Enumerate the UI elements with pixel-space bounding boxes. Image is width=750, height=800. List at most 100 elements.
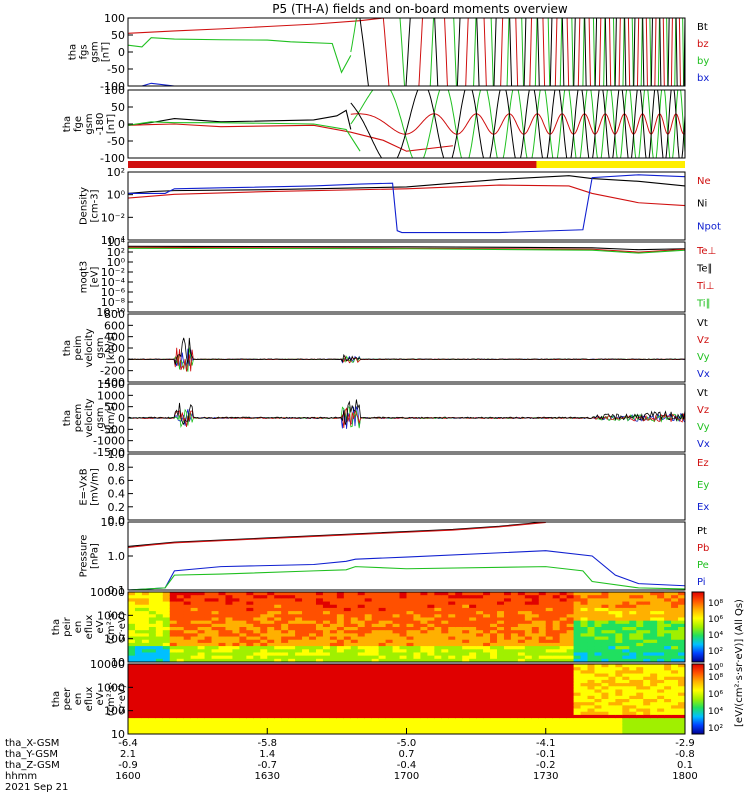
ylabel-peer: (cm²·s·	[106, 682, 117, 717]
ytick-label-efield: 0.4	[108, 488, 126, 501]
frame-fge	[127, 89, 686, 159]
ytick-label-temp: 10⁰	[107, 256, 126, 269]
ylabel-temp: moqt3	[79, 261, 90, 294]
legend-temp: Ti⊥	[696, 281, 714, 292]
series-pressure-Pt	[128, 522, 546, 547]
ylabel-peir: tha	[51, 619, 62, 635]
ylabel-efield: [mV/m]	[90, 468, 101, 506]
ylabel-fge: -180	[95, 113, 106, 136]
ylabel-density: [cm-3]	[90, 189, 101, 222]
oscillation-fgs-2	[359, 18, 685, 86]
series-temp-Te	[128, 246, 685, 253]
legend-pressure: Pb	[697, 543, 709, 554]
ytick-label-pressure: 1.0	[108, 550, 126, 563]
ytick-label-fgs: 50	[111, 29, 125, 42]
ytick-label-peim: 800	[104, 308, 125, 321]
x-axis-value: -0.7	[257, 760, 277, 771]
x-axis-value: -4.1	[536, 738, 556, 749]
ytick-label-peem: -500	[100, 423, 125, 436]
ytick-label-density: 10⁰	[107, 189, 126, 202]
ytick-label-temp: 10²	[107, 246, 125, 259]
ytick-label-peim: 600	[104, 319, 125, 332]
series-fgs-bz	[128, 18, 407, 34]
velocity-peem-3	[128, 399, 685, 426]
ylabel-pressure: [nPa]	[90, 543, 101, 569]
ylabel-fgs: gsm	[90, 41, 101, 62]
x-axis-value: 1.4	[259, 749, 275, 760]
ylabel-peer: eflux	[84, 687, 95, 712]
ytick-label-peem: 500	[104, 401, 125, 414]
colorbar-tick: 10⁸	[708, 673, 723, 683]
x-axis-value: -5.8	[257, 738, 277, 749]
series-fge-bz	[128, 123, 453, 152]
legend-temp: Te⊥	[696, 246, 716, 257]
ylabel-temp: [eV]	[90, 267, 101, 288]
ytick-label-efield: 0.0	[108, 514, 126, 527]
ylabel-density: Density	[79, 187, 90, 225]
ytick-label-peer: 1000	[97, 681, 125, 694]
frame-temp	[127, 241, 686, 313]
series-temp-Tip	[128, 247, 685, 254]
ylabel-fgs: fgs	[79, 44, 90, 59]
plot-title: P5 (TH-A) fields and on-board moments ov…	[272, 2, 568, 16]
legend-pressure: Pe	[697, 560, 709, 571]
ytick-label-efield: 0.2	[108, 501, 126, 514]
ytick-label-temp: 10⁻²	[101, 266, 125, 279]
ytick-label-peem: -1500	[93, 446, 125, 459]
legend-peem: Vy	[697, 422, 710, 433]
colorbar-tick: 10⁰	[708, 663, 723, 673]
ylabel-peir: eV	[95, 620, 106, 633]
ylabel-peer: sr·eV)	[117, 684, 128, 713]
ytick-label-density: 10⁻²	[101, 211, 125, 224]
series-pressure-Pi	[128, 550, 685, 590]
ylabel-peim: peim	[73, 335, 84, 360]
x-axis: tha_X-GSM -6.4 -5.8 -5.0 -4.1 -2.9 tha_Y-GSM 2.…	[5, 728, 698, 793]
colorbar-tick: 10⁴	[708, 707, 723, 717]
x-axis-value: 1700	[394, 771, 419, 782]
colorbar-tick: 10²	[708, 647, 723, 657]
legend-peim: Vx	[697, 369, 710, 380]
x-axis-value: -0.1	[536, 749, 556, 760]
legend-fgs: bz	[697, 39, 709, 50]
oscillation-fgs-1	[382, 18, 681, 86]
legend-fgs: bx	[697, 73, 709, 84]
ytick-label-fgs: -100	[100, 80, 125, 93]
ytick-label-peim: -400	[100, 376, 125, 389]
x-axis-value: -0.9	[118, 760, 138, 771]
ylabel-peim: velocity	[84, 328, 95, 367]
colorbar-tick: 10⁶	[708, 615, 723, 625]
x-axis-value: 1630	[255, 771, 280, 782]
legend-peem: Vz	[697, 405, 709, 416]
series-density-Ni	[128, 175, 685, 194]
ylabel-peem: tha	[62, 410, 73, 426]
x-axis-value: -0.4	[397, 760, 417, 771]
legend-efield: Ez	[697, 458, 709, 469]
mode-bar-yellow	[536, 161, 685, 168]
ylabel-pressure: Pressure	[79, 535, 90, 578]
ylabel-peir: en	[73, 621, 84, 634]
series-pressure-Pe	[128, 566, 685, 590]
x-axis-row-label: tha_Y-GSM	[5, 749, 58, 760]
ytick-label-fge: 0	[118, 118, 125, 131]
legend-fgs: Bt	[697, 22, 708, 33]
ylabel-peim: [km/s]	[106, 332, 117, 364]
ylabel-peer: peer	[62, 687, 73, 711]
x-axis-date: 2021 Sep 21	[5, 782, 68, 793]
series-pressure-Pb	[128, 522, 546, 549]
series-density-Npot	[128, 174, 685, 234]
legend-temp: Ti∥	[696, 299, 711, 310]
ytick-label-peem: 1500	[97, 378, 125, 391]
x-axis-value: 1730	[533, 771, 558, 782]
ylabel-peem: peem	[73, 404, 84, 432]
x-axis-value: -0.8	[675, 749, 695, 760]
ytick-label-peer: 10000	[90, 658, 125, 671]
x-axis-value: 0.1	[677, 760, 693, 771]
oscillation-fge-1	[350, 113, 685, 135]
ylabel-peim: tha	[62, 340, 73, 356]
series-fge-by	[128, 121, 361, 152]
legend-peim: Vz	[697, 335, 709, 346]
ytick-label-efield: 1.0	[108, 448, 126, 461]
x-axis-value: 1800	[672, 771, 697, 782]
ylabel-peer: en	[73, 693, 84, 706]
